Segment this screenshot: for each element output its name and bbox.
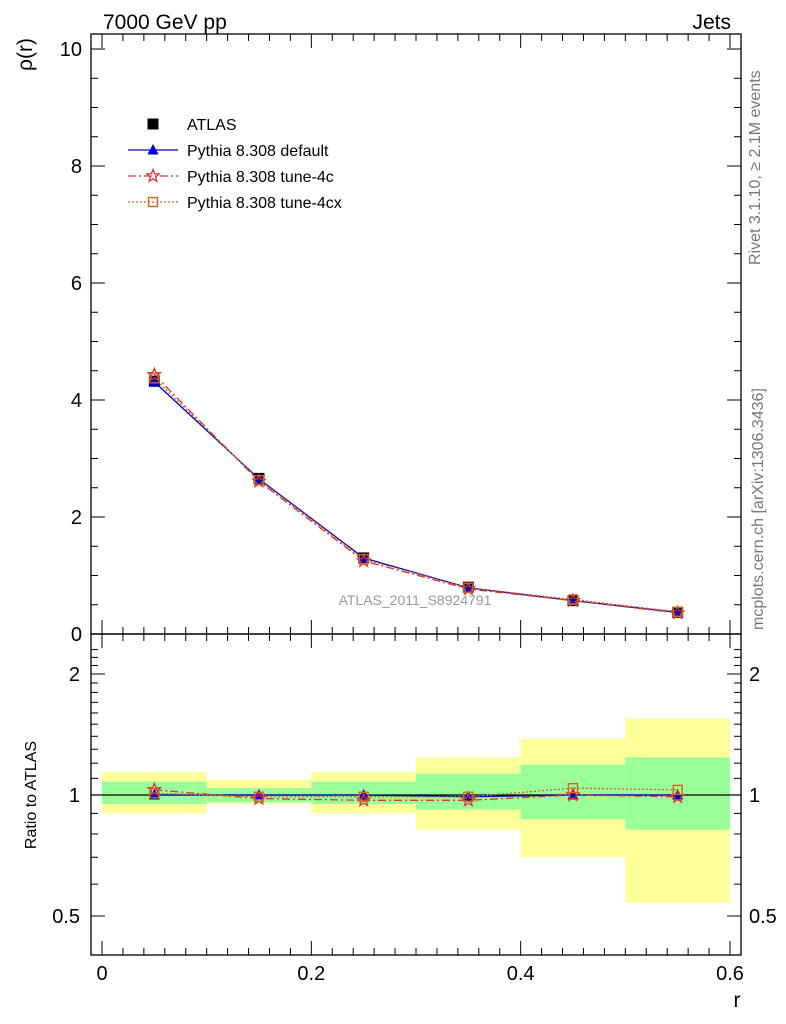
data-point-pythia-8-308-tune-4cx: [567, 594, 579, 605]
legend-entry: Pythia 8.308 tune-4cx: [187, 195, 342, 212]
ratio-y-tick-label-right: 1: [749, 785, 760, 807]
y-tick-label: 2: [71, 507, 82, 529]
ratio-y-axis-label: Ratio to ATLAS: [23, 741, 40, 849]
series-line-pythia-8-308-tune-4cx: [153, 377, 678, 613]
y-axis-label: ρ(r): [14, 38, 37, 71]
jets-label: Jets: [692, 11, 731, 34]
ratio-panel: 0.5 0.5 1 1 2 2 0 0.2 0.4 0.6 Ratio to ATLAS r: [23, 633, 777, 1012]
y-tick-label: 10: [60, 39, 82, 61]
ratio-point-pythia-8-308-tune-4cx: [567, 782, 579, 794]
legend-marker: [147, 144, 159, 155]
data-point-pythia-8-308-default: [358, 551, 370, 563]
data-point-pythia-8-308-default: [148, 375, 160, 387]
y-tick-label: 0: [71, 624, 82, 646]
rivet-label: Rivet 3.1.10, ≥ 2.1M events: [747, 70, 764, 265]
x-tick-label: 0.6: [716, 963, 744, 985]
ratio-point-pythia-8-308-tune-4cx: [149, 788, 160, 799]
data-point-pythia-8-308-tune-4cx: [253, 474, 265, 486]
main-panel: ATLAS_2011_S8924791 ATLAS Pythia 8.308 de…: [14, 33, 742, 646]
ratio-point-pythia-8-308-tune-4c: [146, 781, 163, 797]
x-tick-label: 0: [96, 963, 107, 985]
ratio-point-pythia-8-308-tune-4cx: [253, 791, 265, 802]
legend-marker: [145, 167, 161, 183]
legend-entry: ATLAS: [187, 117, 237, 134]
legend-entry: Pythia 8.308 tune-4c: [187, 169, 334, 186]
legend-marker: [147, 196, 159, 208]
series-line-pythia-8-308-tune-4c: [153, 374, 678, 614]
x-tick-label: 0.2: [297, 963, 325, 985]
x-axis-label: r: [734, 989, 741, 1012]
ratio-y-tick-label: 1: [69, 785, 80, 807]
series-line-pythia-8-308-default: [153, 381, 678, 614]
data-point-pythia-8-308-tune-4cx: [149, 373, 160, 384]
mcplots-label: mcplots.cern.ch [arXiv:1306.3436]: [750, 388, 767, 630]
ratio-y-tick-label-right: 2: [749, 664, 760, 686]
ratio-y-tick-label: 0.5: [52, 906, 80, 928]
ratio-y-tick-label: 2: [69, 664, 80, 686]
ratio-line-pythia-8-308-tune-4cx: [154, 787, 678, 798]
data-point-pythia-8-308-tune-4cx: [463, 582, 474, 593]
ratio-point-pythia-8-308-tune-4cx: [672, 784, 683, 796]
ratio-point-pythia-8-308-tune-4cx: [358, 791, 369, 802]
y-tick-label: 6: [71, 273, 82, 295]
y-tick-label: 8: [71, 156, 82, 178]
y-tick-label: 4: [71, 390, 82, 412]
ratio-y-tick-label-right: 0.5: [749, 906, 777, 928]
ratio-point-pythia-8-308-tune-4cx: [463, 791, 474, 802]
energy-label: 7000 GeV pp: [103, 11, 227, 34]
data-point-pythia-8-308-tune-4c: [146, 366, 163, 382]
x-tick-label: 0.4: [507, 963, 535, 985]
legend-entry: Pythia 8.308 default: [187, 143, 329, 160]
legend-marker: [147, 118, 159, 130]
ratio-line-pythia-8-308-tune-4c: [154, 789, 678, 801]
analysis-watermark: ATLAS_2011_S8924791: [339, 592, 492, 608]
data-point-pythia-8-308-tune-4cx: [672, 606, 683, 617]
ratio-point-pythia-8-308-default: [148, 789, 160, 800]
data-point-pythia-8-308-default: [253, 472, 265, 484]
data-point-pythia-8-308-tune-4cx: [358, 553, 369, 565]
legend: ATLAS Pythia 8.308 default Pythia 8.308 tu…: [128, 117, 342, 212]
